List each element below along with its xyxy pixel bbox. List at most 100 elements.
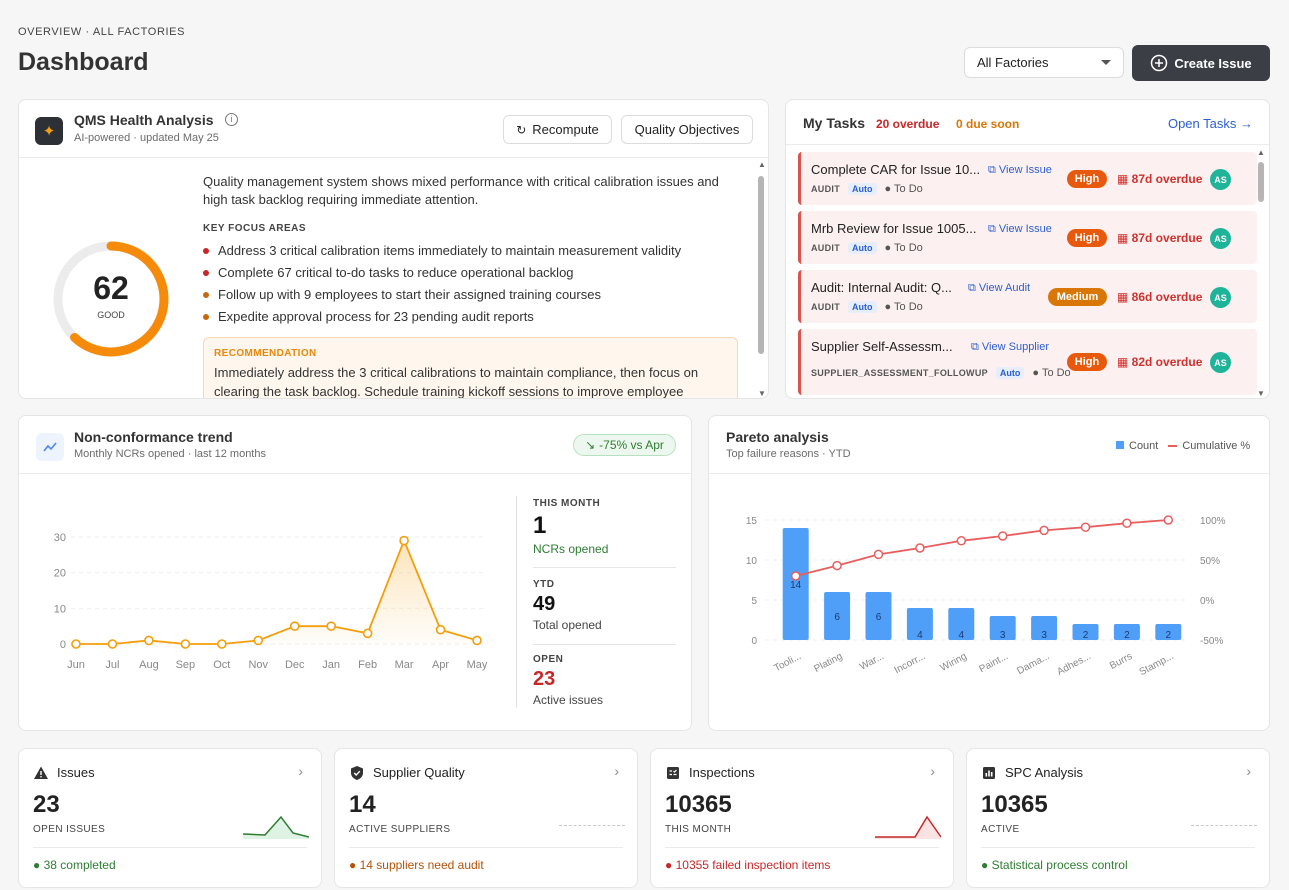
ncr-point [253,635,264,646]
chevron-right-icon[interactable]: › [1246,763,1251,779]
kpi-sparkline-empty [559,825,625,826]
overdue-count: 20 overdue [876,117,940,131]
y-left-tick-label: 0 [751,636,757,647]
due-label: ▦ 82d overdue [1117,355,1203,369]
divider [349,847,623,848]
pareto-card: Pareto analysis Top failure reasons · YT… [708,415,1270,731]
create-issue-label: Create Issue [1174,55,1252,71]
breadcrumb: OVERVIEW · ALL FACTORIES [18,26,186,38]
focus-item: Expedite approval process for 23 pending… [203,306,743,328]
focus-item: Address 3 critical calibration items imm… [203,240,743,262]
open-tasks-link[interactable]: Open Tasks → [1167,116,1253,131]
divider [981,847,1255,848]
shield-check-icon [351,766,363,780]
kpi-card-supplier-quality[interactable]: Supplier Quality › 14 ACTIVE SUPPLIERS ●… [334,748,638,888]
recompute-button[interactable]: ↻ Recompute [503,115,612,144]
focus-item: Complete 67 critical to-do tasks to redu… [203,262,743,284]
ncr-point [362,628,373,639]
stat-value: 23 [533,668,556,690]
task-status: ● To Do [884,183,923,195]
task-item[interactable]: Supplier Self-Assessm... ⧉ View Supplier… [798,329,1257,395]
x-tick-label: Aug [139,659,159,671]
create-issue-button[interactable]: Create Issue [1132,45,1270,81]
y-tick-label: 10 [54,603,66,615]
external-link-icon: ⧉ [988,164,999,176]
pareto-bar [865,592,892,640]
ncr-point [71,639,81,649]
task-status: ● To Do [1032,367,1071,379]
ncr-trend-card: Non-conformance trend Monthly NCRs opene… [18,415,692,731]
due-label: ▦ 87d overdue [1117,231,1203,245]
clipboard-icon [667,767,679,779]
bar-value-label: 3 [1041,630,1047,641]
stat-block: OPEN 23 Active issues [533,654,676,714]
page-title: Dashboard [18,48,149,76]
pareto-bar [1113,624,1140,640]
priority-badge: High [1067,353,1107,371]
y-left-tick-label: 15 [746,516,758,527]
kpi-card-spc-analysis[interactable]: SPC Analysis › 10365 ACTIVE ● Statistica… [966,748,1270,888]
ncr-point [435,624,446,635]
x-tick-label: Plating [812,651,844,675]
info-icon[interactable]: i [225,113,238,126]
x-tick-label: Dama... [1015,651,1051,677]
recompute-label: Recompute [532,122,599,137]
x-tick-label: Paint... [977,651,1010,675]
x-tick-label: Stamp... [1138,651,1176,678]
view-audit-link[interactable]: ⧉ View Audit [968,282,1031,294]
factory-select[interactable]: All Factories [964,47,1124,78]
avatar: AS [1210,169,1231,190]
x-tick-label: Nov [248,659,268,671]
task-title: Supplier Self-Assessm... [811,339,953,354]
task-meta: AUDIT Auto ● To Do [811,183,923,195]
health-summary: Quality management system shows mixed pe… [203,174,719,207]
view-supplier-link[interactable]: ⧉ View Supplier [971,341,1049,353]
divider [19,157,768,158]
task-item[interactable]: Mrb Review for Issue 1005... ⧉ View Issu… [798,211,1257,264]
kpi-card-issues[interactable]: Issues › 23 OPEN ISSUES ● 38 completed [18,748,322,888]
x-tick-label: Dec [285,659,305,671]
task-item[interactable]: Complete CAR for Issue 10... ⧉ View Issu… [798,152,1257,205]
focus-title: KEY FOCUS AREAS [203,223,307,234]
due-label: ▦ 87d overdue [1117,172,1203,186]
kpi-sparkline [875,815,941,839]
chevron-right-icon[interactable]: › [930,763,935,779]
kpi-label: ACTIVE SUPPLIERS [349,824,451,835]
chevron-right-icon[interactable]: › [298,763,303,779]
bar-value-label: 4 [959,630,965,641]
focus-list: Address 3 critical calibration items imm… [203,240,743,328]
task-meta: AUDIT Auto ● To Do [811,301,923,313]
focus-item: Follow up with 9 employees to start thei… [203,284,743,306]
scrollbar[interactable]: ▲ ▼ [758,160,766,398]
view-issue-link[interactable]: ⧉ View Issue [988,223,1052,235]
pareto-bar [906,608,933,640]
legend: Count Cumulative % [1116,440,1250,452]
kpi-title: Supplier Quality [373,765,465,780]
task-meta: AUDIT Auto ● To Do [811,242,923,254]
chevron-right-icon[interactable]: › [614,763,619,779]
y-right-tick-label: 100% [1200,516,1226,527]
health-subtitle: AI-powered · updated May 25 [74,132,219,144]
kpi-sparkline [243,815,309,839]
task-title: Mrb Review for Issue 1005... [811,221,977,236]
cumulative-point [1080,522,1091,532]
kpi-value: 14 [349,791,376,818]
view-issue-link[interactable]: ⧉ View Issue [988,164,1052,176]
y-right-tick-label: -50% [1200,636,1223,647]
bar-value-label: 2 [1083,630,1089,641]
ncr-area [76,540,477,644]
stat-label: THIS MONTH [533,498,601,509]
kpi-sparkline-empty [1191,825,1257,826]
priority-badge: High [1067,170,1107,188]
task-item[interactable]: Audit: Internal Audit: Q... ⧉ View Audit… [798,270,1257,323]
kpi-card-inspections[interactable]: Inspections › 10365 THIS MONTH ● 10355 f… [650,748,954,888]
y-tick-label: 30 [54,532,66,544]
y-right-tick-label: 50% [1200,556,1220,567]
scrollbar[interactable]: ▲ ▼ [1257,148,1265,398]
quality-objectives-button[interactable]: Quality Objectives [621,115,753,144]
stat-label: YTD [533,579,555,590]
pareto-chart: 15 10 5 0 100% 50% 0% -50% 14 6 6 4 4 3 3 2 2 2 Tooli... Pl… [746,515,1226,678]
recommendation-box: RECOMMENDATION Immediately address the 3… [203,337,738,398]
my-tasks-card: My Tasks 20 overdue 0 due soon Open Task… [785,99,1270,399]
